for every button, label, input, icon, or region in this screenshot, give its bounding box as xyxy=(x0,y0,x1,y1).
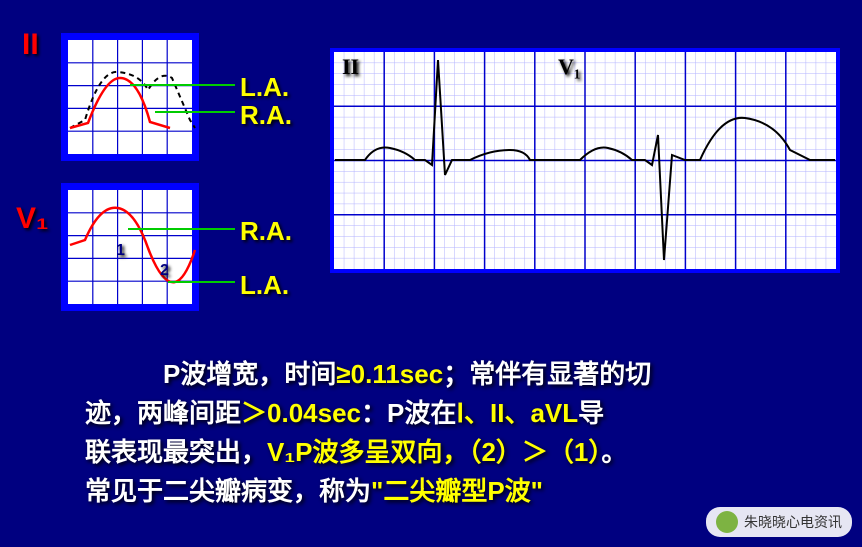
big-lead-v1: V₁ xyxy=(558,54,580,80)
lead-label-v1: V₁ xyxy=(16,202,48,236)
big-grid-svg xyxy=(334,52,836,269)
d4a: 常见于二尖瓣病变，称为 xyxy=(85,476,371,506)
big-ecg-grid xyxy=(330,48,840,273)
grid-ii-svg xyxy=(68,40,192,154)
d1b: ≥0.11sec xyxy=(336,359,443,389)
d1c: ；常伴有显著的切 xyxy=(443,359,651,389)
big-lead-ii: II xyxy=(342,54,359,80)
wechat-icon xyxy=(716,511,738,533)
d3a: 联表现最突出， xyxy=(85,437,267,467)
d4b: "二尖瓣型P波" xyxy=(371,476,543,506)
small-grid-v1 xyxy=(61,183,199,311)
d2b: ＞0.04sec xyxy=(241,398,361,428)
marker-1: 1 xyxy=(116,242,125,260)
d3c: 。 xyxy=(601,437,627,467)
wechat-badge: 朱晓晓心电资讯 xyxy=(706,507,852,537)
description-text: P波增宽，时间≥0.11sec；常伴有显著的切 迹，两峰间距＞0.04sec：P… xyxy=(85,355,845,511)
small-grid-ii xyxy=(61,33,199,161)
d2d: Ⅰ、II、aVL xyxy=(456,398,578,428)
d2e: 导 xyxy=(578,398,604,428)
grid-v1-svg xyxy=(68,190,192,304)
label-ra-top: R.A. xyxy=(240,100,292,131)
d2c: ：P波在 xyxy=(361,398,456,428)
desc-indent xyxy=(85,359,163,389)
d1a: P波增宽，时间 xyxy=(163,359,336,389)
label-la-top: L.A. xyxy=(240,72,289,103)
marker-2: 2 xyxy=(160,262,169,280)
label-ra-bottom: R.A. xyxy=(240,216,292,247)
label-la-bottom: L.A. xyxy=(240,270,289,301)
wechat-text: 朱晓晓心电资讯 xyxy=(744,512,842,532)
lead-label-ii: II xyxy=(22,28,39,62)
d3b: V₁P波多呈双向，（2）＞（1） xyxy=(267,437,601,467)
d2a: 迹，两峰间距 xyxy=(85,398,241,428)
